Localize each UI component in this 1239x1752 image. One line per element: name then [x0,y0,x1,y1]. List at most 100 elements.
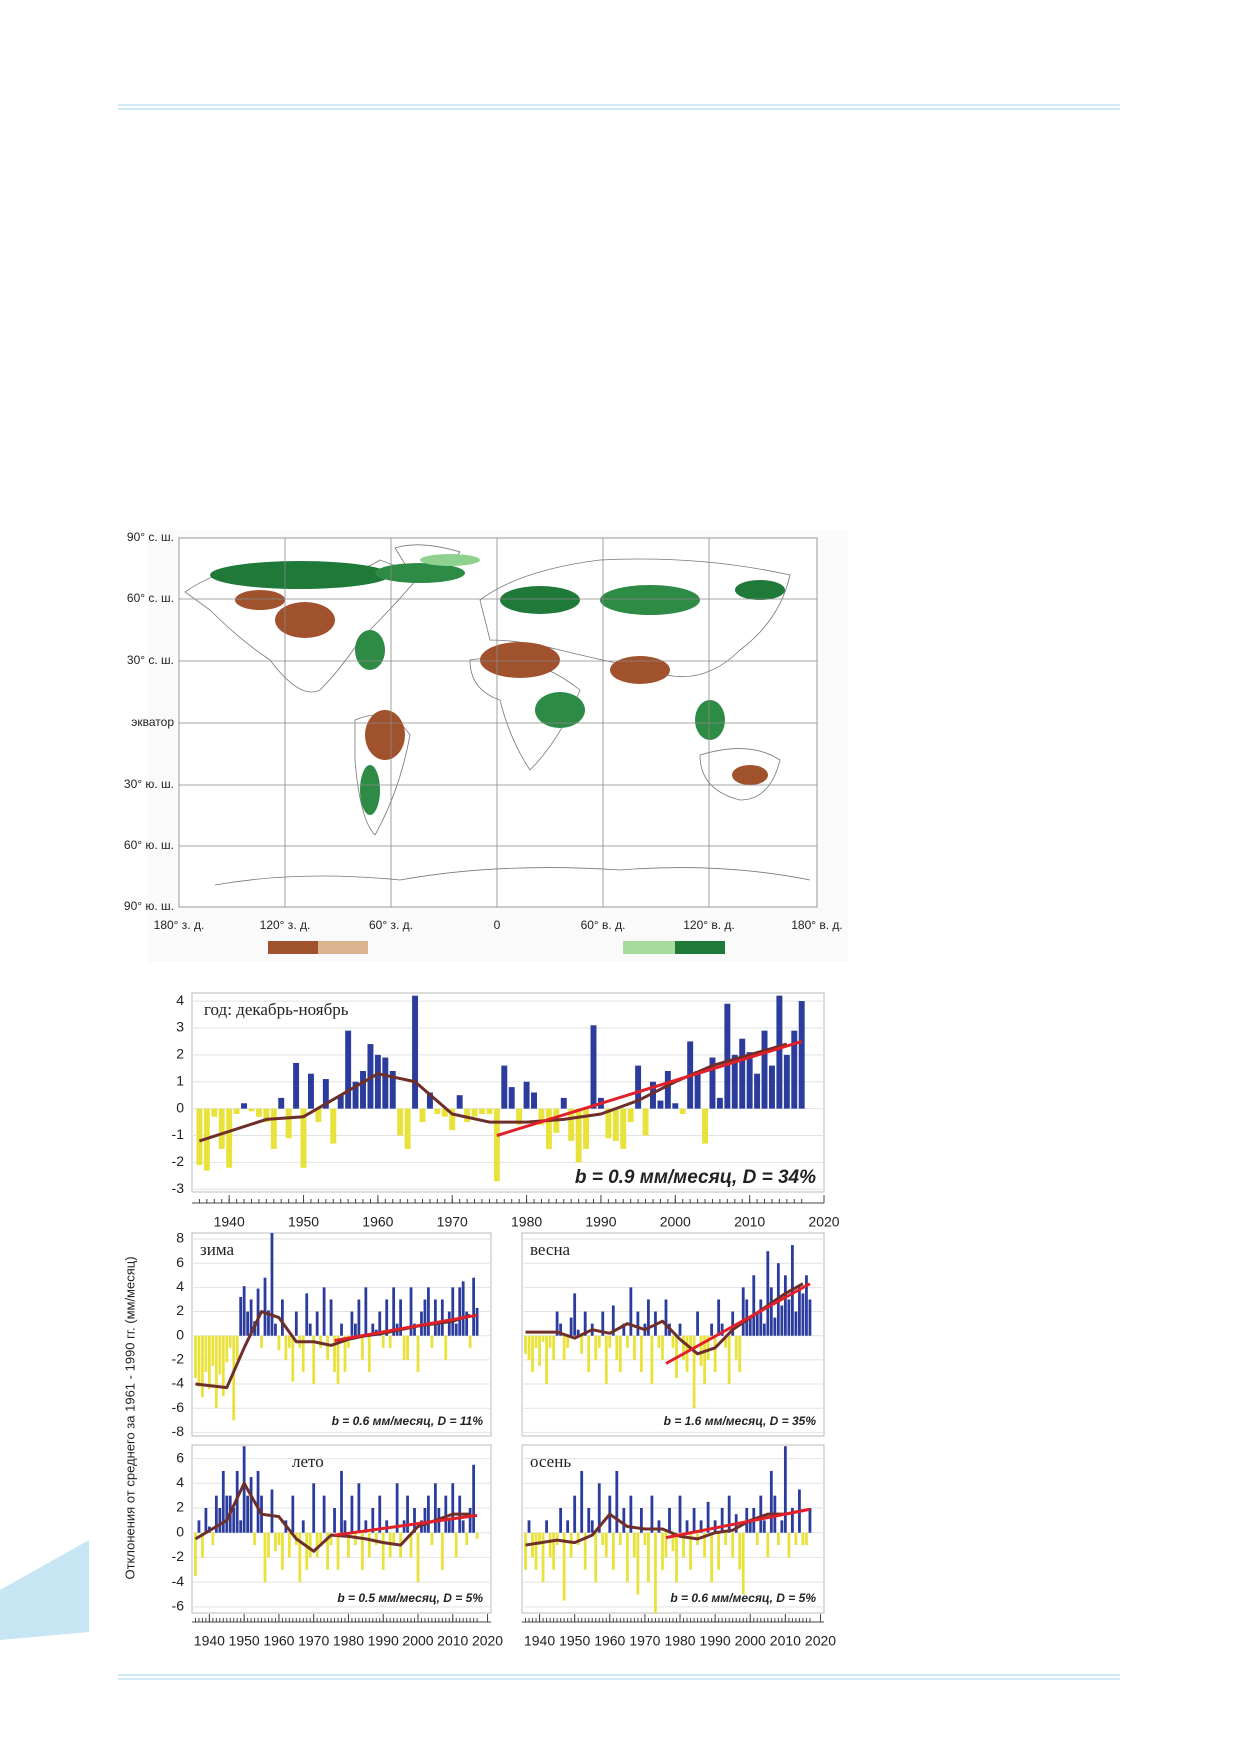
bar [798,1287,801,1336]
bar [249,1477,253,1533]
bar [378,1311,382,1336]
bar [253,1532,256,1546]
bar [221,1335,225,1397]
bar [367,1532,371,1558]
bar [716,1097,723,1109]
latitude-label: 60° с. ш. [127,591,174,605]
bar [541,1335,545,1342]
bar [566,1520,570,1533]
bar [294,1311,298,1336]
bar [392,1287,396,1336]
bar [308,1323,312,1336]
y-tick-label: 3 [176,1019,184,1035]
bar [399,1299,402,1336]
bar [516,1108,523,1125]
bar [270,1233,274,1336]
bar [694,1070,701,1109]
bar [322,1495,326,1533]
footer-rule [118,1674,1120,1680]
bar [717,1532,721,1570]
panel-title: весна [530,1240,571,1259]
bar [755,1532,759,1546]
bar [657,1335,661,1348]
y-tick-label: 0 [176,1523,184,1539]
bar [347,1335,350,1348]
bar [364,1520,368,1533]
longitude-label: 120° в. д. [683,918,735,932]
bar [604,1335,608,1385]
bar [625,1532,629,1583]
trend-annotation: b = 0.5 мм/месяц, D = 5% [337,1591,483,1605]
bar [590,1025,597,1109]
bar [685,1335,689,1372]
bar [696,1311,699,1336]
bar [766,1251,770,1336]
y-tick-label: -4 [172,1375,185,1391]
bar [423,1508,427,1533]
bar [291,1495,295,1533]
bar [632,1335,636,1360]
bar [409,1532,413,1558]
bar [354,1323,357,1336]
bar [650,1495,654,1533]
bar [791,1030,798,1109]
x-tick-label: 1980 [511,1214,542,1230]
bar [575,1108,582,1163]
x-tick-label: 1980 [664,1633,695,1649]
bar [766,1532,770,1558]
x-tick-label: 1960 [362,1214,393,1230]
bar [654,1532,657,1613]
bar [727,1495,731,1533]
bar [454,1323,458,1336]
bar [360,1532,364,1570]
y-tick-label: 0 [176,1099,184,1115]
y-tick-label: 2 [176,1302,184,1318]
bar [594,1532,598,1583]
bar [508,1087,515,1109]
bar [479,1108,485,1115]
bar [343,1520,347,1533]
bar [486,1108,493,1115]
bar [639,1335,643,1372]
bar [682,1532,685,1558]
bar [404,1108,411,1149]
bar [808,1299,812,1336]
bar [300,1108,307,1168]
bar [739,1038,746,1109]
bar [678,1495,682,1533]
bar [622,1508,626,1533]
bar [426,1092,433,1109]
bar [218,1508,222,1533]
bar [643,1532,647,1546]
bar [301,1520,305,1533]
bar [801,1532,805,1546]
bar [583,1108,590,1149]
bar [263,1108,270,1123]
x-tick-label: 2020 [808,1214,839,1230]
bar [703,1532,707,1558]
bar [196,1108,203,1166]
x-tick-label: 2010 [734,1214,765,1230]
trend-line [496,1039,803,1137]
bar [211,1335,215,1366]
bar [419,1108,426,1123]
bar [559,1323,563,1336]
bar [406,1335,409,1360]
bar [699,1335,703,1366]
bar [647,1532,650,1583]
x-tick-label: 2000 [660,1214,691,1230]
bar [776,1532,780,1546]
bar [702,1108,709,1144]
bar [639,1508,643,1533]
x-tick-label: 1940 [194,1633,225,1649]
trend-line [334,1513,478,1537]
panel-title: зима [200,1240,234,1259]
bar [590,1520,594,1533]
y-tick-label: 4 [176,992,184,1008]
bar [447,1520,451,1533]
panel-title: год: декабрь-ноябрь [204,1000,349,1019]
bar [274,1323,277,1336]
smoothed-line [525,1509,804,1547]
bar [709,1057,716,1109]
bar [235,1335,239,1360]
